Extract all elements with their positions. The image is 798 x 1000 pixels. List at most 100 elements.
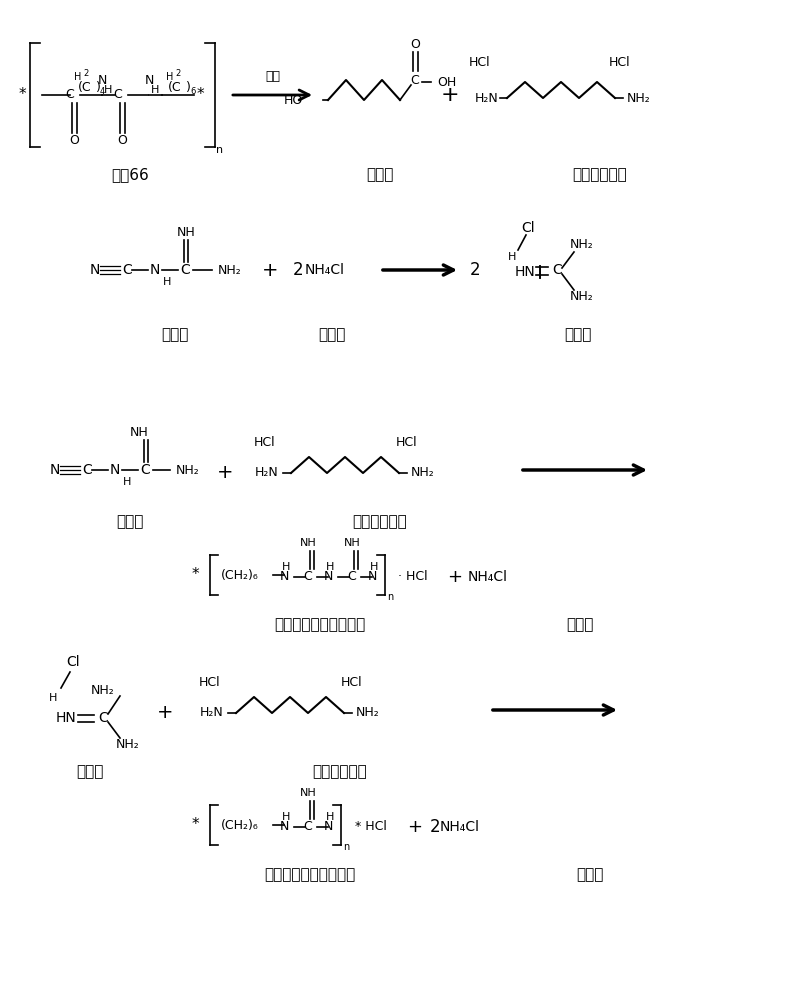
Text: 盐酸胍: 盐酸胍 bbox=[564, 328, 591, 342]
Text: +: + bbox=[217, 462, 233, 482]
Text: 双氰胺: 双氰胺 bbox=[161, 328, 188, 342]
Text: NH₄Cl: NH₄Cl bbox=[440, 820, 480, 834]
Text: C: C bbox=[140, 463, 150, 477]
Text: +: + bbox=[262, 260, 279, 279]
Text: (CH₂)₆: (CH₂)₆ bbox=[221, 818, 259, 832]
Text: · HCl: · HCl bbox=[398, 570, 428, 584]
Text: NH: NH bbox=[344, 538, 361, 548]
Text: NH₂: NH₂ bbox=[570, 290, 594, 304]
Text: H: H bbox=[369, 562, 378, 572]
Text: OH: OH bbox=[437, 77, 456, 90]
Text: NH₂: NH₂ bbox=[91, 684, 115, 696]
Text: H: H bbox=[49, 693, 57, 703]
Text: 聚六亚甲基双胍盐酸盐: 聚六亚甲基双胍盐酸盐 bbox=[275, 617, 365, 633]
Text: N: N bbox=[144, 75, 154, 88]
Text: HCl: HCl bbox=[396, 436, 418, 448]
Text: 6: 6 bbox=[190, 87, 196, 96]
Text: 尼龙66: 尼龙66 bbox=[111, 167, 149, 182]
Text: NH₂: NH₂ bbox=[411, 466, 435, 480]
Text: n: n bbox=[216, 145, 223, 155]
Text: C: C bbox=[113, 89, 122, 102]
Text: C: C bbox=[180, 263, 190, 277]
Text: N: N bbox=[323, 570, 333, 584]
Text: H: H bbox=[326, 812, 334, 822]
Text: NH₄Cl: NH₄Cl bbox=[305, 263, 345, 277]
Text: 氯化铵: 氯化铵 bbox=[567, 617, 594, 633]
Text: +: + bbox=[448, 568, 463, 586]
Text: C: C bbox=[82, 463, 92, 477]
Text: 盐酸: 盐酸 bbox=[265, 70, 280, 84]
Text: * HCl: * HCl bbox=[355, 820, 387, 834]
Text: C: C bbox=[348, 570, 357, 584]
Text: N: N bbox=[97, 75, 107, 88]
Text: (C: (C bbox=[168, 81, 182, 94]
Text: H₂N: H₂N bbox=[475, 92, 499, 104]
Text: HN: HN bbox=[56, 711, 77, 725]
Text: H: H bbox=[104, 85, 113, 95]
Text: H₂N: H₂N bbox=[255, 466, 279, 480]
Text: 2: 2 bbox=[176, 68, 180, 78]
Text: (C: (C bbox=[78, 81, 92, 94]
Text: 己二酸: 己二酸 bbox=[366, 167, 393, 182]
Text: 2: 2 bbox=[293, 261, 303, 279]
Text: *: * bbox=[18, 88, 26, 103]
Text: N: N bbox=[279, 570, 289, 584]
Text: n: n bbox=[343, 842, 350, 852]
Text: H: H bbox=[508, 252, 516, 262]
Text: n: n bbox=[387, 592, 393, 602]
Text: HCl: HCl bbox=[255, 436, 276, 448]
Text: C: C bbox=[122, 263, 132, 277]
Text: N: N bbox=[323, 820, 333, 834]
Text: H: H bbox=[74, 72, 81, 82]
Text: O: O bbox=[69, 133, 79, 146]
Text: 氯化铵: 氯化铵 bbox=[318, 328, 346, 342]
Text: 2: 2 bbox=[470, 261, 480, 279]
Text: N: N bbox=[50, 463, 61, 477]
Text: C: C bbox=[552, 263, 562, 277]
Text: H: H bbox=[151, 85, 159, 95]
Text: C: C bbox=[303, 570, 312, 584]
Text: +: + bbox=[408, 818, 422, 836]
Text: N: N bbox=[110, 463, 120, 477]
Text: H: H bbox=[326, 562, 334, 572]
Text: *: * bbox=[196, 88, 203, 103]
Text: H: H bbox=[123, 477, 132, 487]
Text: 4: 4 bbox=[100, 87, 105, 96]
Text: 2: 2 bbox=[429, 818, 440, 836]
Text: +: + bbox=[156, 702, 173, 722]
Text: H: H bbox=[163, 277, 172, 287]
Text: C: C bbox=[303, 820, 312, 834]
Text: NH: NH bbox=[129, 426, 148, 440]
Text: C: C bbox=[65, 89, 74, 102]
Text: N: N bbox=[150, 263, 160, 277]
Text: HO: HO bbox=[284, 94, 303, 106]
Text: N: N bbox=[90, 263, 101, 277]
Text: (CH₂)₆: (CH₂)₆ bbox=[221, 568, 259, 582]
Text: +: + bbox=[440, 85, 460, 105]
Text: 己二胺盐酸盐: 己二胺盐酸盐 bbox=[313, 764, 367, 780]
Text: H: H bbox=[282, 812, 290, 822]
Text: *: * bbox=[192, 818, 199, 832]
Text: N: N bbox=[279, 820, 289, 834]
Text: ): ) bbox=[186, 81, 191, 94]
Text: HCl: HCl bbox=[342, 676, 363, 688]
Text: C: C bbox=[411, 74, 420, 87]
Text: NH₂: NH₂ bbox=[176, 464, 200, 477]
Text: HN: HN bbox=[515, 265, 535, 279]
Text: O: O bbox=[410, 38, 420, 51]
Text: NH: NH bbox=[176, 226, 196, 238]
Text: 盐酸胍: 盐酸胍 bbox=[77, 764, 104, 780]
Text: NH₄Cl: NH₄Cl bbox=[468, 570, 508, 584]
Text: H: H bbox=[166, 72, 174, 82]
Text: C: C bbox=[98, 711, 108, 725]
Text: N: N bbox=[367, 570, 377, 584]
Text: NH₂: NH₂ bbox=[218, 263, 242, 276]
Text: 己二胺盐酸盐: 己二胺盐酸盐 bbox=[353, 514, 407, 530]
Text: 聚六亚甲基单胍盐酸盐: 聚六亚甲基单胍盐酸盐 bbox=[264, 867, 356, 882]
Text: ): ) bbox=[96, 81, 101, 94]
Text: NH: NH bbox=[299, 538, 316, 548]
Text: O: O bbox=[117, 133, 127, 146]
Text: Cl: Cl bbox=[66, 655, 80, 669]
Text: H₂N: H₂N bbox=[200, 706, 223, 720]
Text: 己二胺盐酸盐: 己二胺盐酸盐 bbox=[573, 167, 627, 182]
